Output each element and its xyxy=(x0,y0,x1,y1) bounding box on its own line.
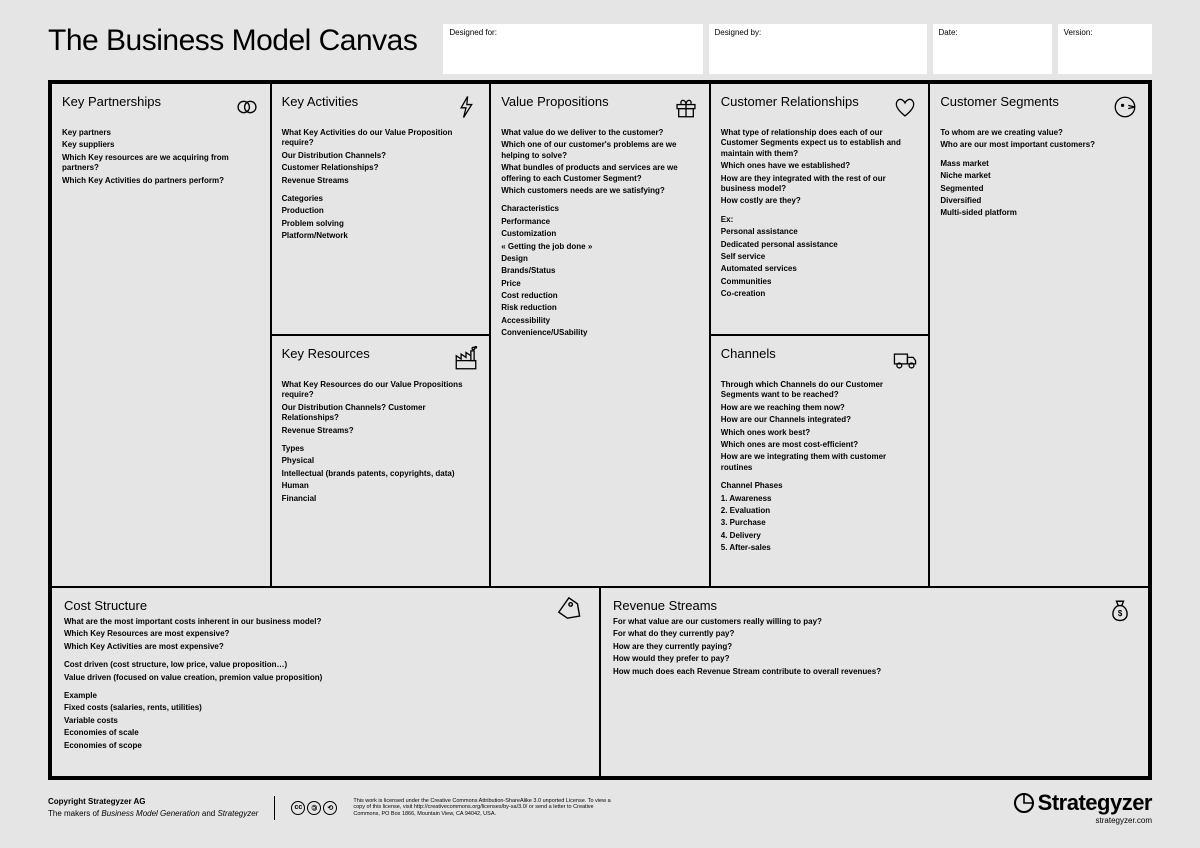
cell-title: Value Propositions xyxy=(501,94,608,109)
cell-body: What value do we deliver to the customer… xyxy=(501,128,699,339)
canvas-grid: Key Partnerships Key partnersKey supplie… xyxy=(48,80,1152,780)
cell-title: Channels xyxy=(721,346,776,361)
license-text: This work is licensed under the Creative… xyxy=(353,798,613,818)
tag-icon xyxy=(557,596,585,624)
strategyzer-logo: Strategyzer xyxy=(1014,790,1152,816)
money-bag-icon: $ xyxy=(1106,596,1134,624)
footer: Copyright Strategyzer AG The makers of B… xyxy=(48,790,1152,825)
truck-icon xyxy=(892,346,918,372)
cell-body: What Key Activities do our Value Proposi… xyxy=(282,128,480,242)
copyright-text: Copyright Strategyzer AG The makers of B… xyxy=(48,796,258,820)
value-propositions-cell: Value Propositions What value do we deli… xyxy=(490,83,710,587)
cc-sa-icon: ⟲ xyxy=(323,801,337,815)
cell-body: To whom are we creating value?Who are ou… xyxy=(940,128,1138,219)
cell-body: Key partnersKey suppliersWhich Key resou… xyxy=(62,128,260,186)
cell-title: Customer Segments xyxy=(940,94,1059,109)
cost-structure-cell: Cost Structure What are the most importa… xyxy=(51,587,600,777)
url-text: strategyzer.com xyxy=(1014,816,1152,825)
page-title: The Business Model Canvas xyxy=(48,24,437,58)
cell-title: Key Activities xyxy=(282,94,359,109)
cell-title: Key Partnerships xyxy=(62,94,161,109)
cell-body: For what value are our customers really … xyxy=(613,617,1136,677)
channels-cell: Channels Through which Channels do our C… xyxy=(710,335,930,587)
person-icon xyxy=(1112,94,1138,120)
cell-title: Revenue Streams xyxy=(613,598,1136,613)
cc-icon: cc xyxy=(291,801,305,815)
gift-icon xyxy=(673,94,699,120)
cell-body: Through which Channels do our Customer S… xyxy=(721,380,919,553)
designed-by-field[interactable]: Designed by: xyxy=(709,24,927,74)
meta-fields: Designed for: Designed by: Date: Version… xyxy=(443,24,1152,74)
key-partnerships-cell: Key Partnerships Key partnersKey supplie… xyxy=(51,83,271,587)
cell-body: What type of relationship does each of o… xyxy=(721,128,919,299)
cc-icons: cc 🄯 ⟲ xyxy=(291,801,337,815)
factory-icon xyxy=(453,346,479,372)
cc-by-icon: 🄯 xyxy=(307,801,321,815)
date-field[interactable]: Date: xyxy=(933,24,1052,74)
designed-for-field[interactable]: Designed for: xyxy=(443,24,702,74)
cell-title: Customer Relationships xyxy=(721,94,859,109)
key-resources-cell: Key Resources What Key Resources do our … xyxy=(271,335,491,587)
version-field[interactable]: Version: xyxy=(1058,24,1152,74)
cell-title: Cost Structure xyxy=(64,598,587,613)
cell-body: What Key Resources do our Value Proposit… xyxy=(282,380,480,504)
revenue-streams-cell: Revenue Streams $ For what value are our… xyxy=(600,587,1149,777)
logo-mark-icon xyxy=(1014,793,1034,813)
heart-icon xyxy=(892,94,918,120)
customer-relationships-cell: Customer Relationships What type of rela… xyxy=(710,83,930,335)
link-icon xyxy=(234,94,260,120)
cell-body: What are the most important costs inhere… xyxy=(64,617,587,751)
cell-title: Key Resources xyxy=(282,346,370,361)
svg-text:$: $ xyxy=(1118,609,1123,618)
divider xyxy=(274,796,275,820)
customer-segments-cell: Customer Segments To whom are we creatin… xyxy=(929,83,1149,587)
key-activities-cell: Key Activities What Key Activities do ou… xyxy=(271,83,491,335)
lightning-icon xyxy=(453,94,479,120)
